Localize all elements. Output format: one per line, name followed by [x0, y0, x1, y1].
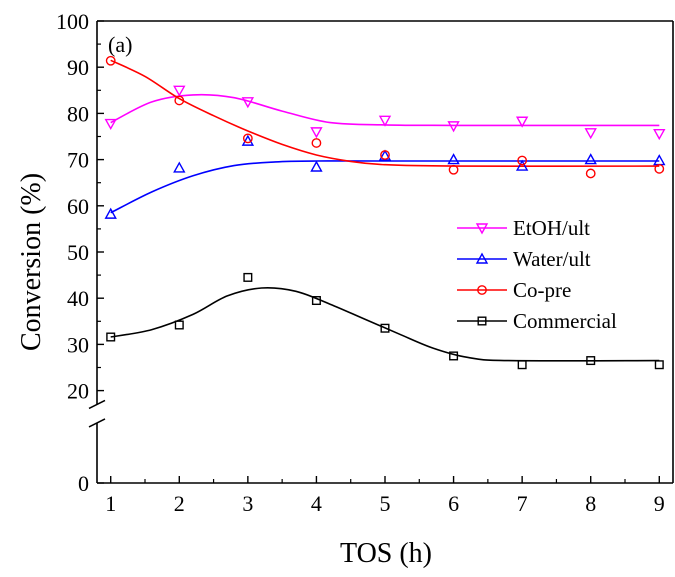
fit-curve-commercial: [110, 287, 660, 362]
fit-curve-etoh-ult: [110, 93, 660, 127]
data-point-water-ult: [378, 149, 392, 161]
data-point-co-pre: [311, 138, 322, 148]
data-point-commercial: [449, 351, 459, 361]
legend-label-commercial: Commercial: [513, 309, 617, 333]
data-point-water-ult: [104, 207, 117, 219]
data-point-water-ult: [447, 153, 460, 165]
legend-label-co-pre: Co-pre: [513, 278, 571, 302]
data-point-co-pre: [654, 163, 665, 174]
data-point-water-ult: [241, 134, 255, 146]
data-point-water-ult: [173, 161, 186, 173]
x-tick-label: 1: [105, 491, 116, 516]
x-tick-label: 2: [174, 491, 185, 516]
data-point-etoh-ult: [310, 127, 323, 139]
x-tick-label: 9: [654, 491, 665, 516]
data-point-etoh-ult: [104, 118, 117, 131]
y-tick-label: 60: [67, 194, 89, 219]
data-point-co-pre: [517, 155, 528, 166]
data-point-co-pre: [105, 55, 116, 66]
data-point-commercial: [174, 320, 184, 330]
y-tick-label: 70: [67, 148, 89, 173]
legend-marker-co-pre: [477, 285, 487, 295]
y-tick-label: 30: [67, 332, 89, 357]
x-tick-label: 6: [448, 491, 459, 516]
data-point-commercial: [654, 360, 664, 370]
legend-marker-commercial: [477, 316, 487, 326]
data-point-commercial: [311, 296, 321, 306]
axis-break-mark: [88, 399, 106, 410]
y-tick-label: 20: [67, 379, 89, 404]
y-tick-label: 80: [67, 101, 89, 126]
data-point-water-ult: [584, 153, 597, 165]
legend-label-etoh-ult: EtOH/ult: [513, 216, 590, 240]
y-tick-label: 0: [78, 471, 89, 496]
y-tick-label: 40: [67, 286, 89, 311]
data-point-etoh-ult: [241, 97, 255, 109]
data-point-etoh-ult: [584, 128, 597, 140]
data-point-water-ult: [653, 154, 666, 166]
x-tick-label: 8: [585, 491, 596, 516]
data-point-commercial: [586, 356, 596, 366]
x-tick-label: 7: [517, 491, 528, 516]
data-point-commercial: [243, 272, 253, 282]
data-point-water-ult: [310, 160, 323, 172]
data-point-commercial: [380, 323, 390, 333]
y-tick-label: 50: [67, 240, 89, 265]
data-point-etoh-ult: [515, 116, 529, 128]
legend-marker-water-ult: [475, 252, 489, 264]
x-tick-label: 4: [311, 491, 322, 516]
data-point-etoh-ult: [173, 85, 186, 97]
fit-curve-water-ult: [110, 160, 660, 214]
y-tick-label: 100: [56, 9, 89, 34]
legend: EtOH/ult Water/ult Co-pre Commercial: [457, 216, 617, 333]
panel-label: (a): [108, 32, 132, 57]
x-tick-label: 3: [242, 491, 253, 516]
data-markers: [104, 55, 666, 370]
data-point-commercial: [106, 332, 116, 342]
axis-break-mark: [88, 418, 106, 428]
data-point-co-pre: [448, 164, 459, 175]
x-tick-label: 5: [380, 491, 391, 516]
data-point-etoh-ult: [653, 129, 666, 141]
data-point-co-pre: [380, 150, 390, 160]
data-point-etoh-ult: [378, 115, 392, 127]
y-tick-label: 90: [67, 55, 89, 80]
legend-label-water-ult: Water/ult: [513, 247, 591, 271]
data-point-etoh-ult: [447, 121, 460, 133]
x-axis-label: TOS (h): [340, 538, 432, 569]
y-axis-label: Conversion (%): [16, 173, 47, 351]
legend-marker-etoh-ult: [475, 223, 489, 235]
data-point-co-pre: [174, 95, 185, 106]
data-point-co-pre: [242, 133, 253, 144]
data-point-commercial: [517, 360, 527, 370]
data-point-co-pre: [585, 168, 596, 179]
data-point-water-ult: [515, 159, 529, 171]
